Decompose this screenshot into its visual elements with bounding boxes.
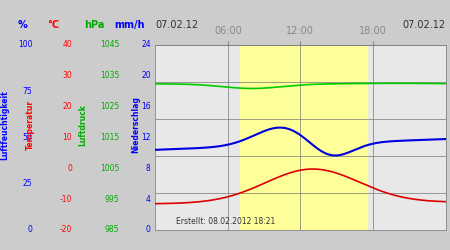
Text: 25: 25 [23, 179, 32, 188]
Text: Erstellt: 08.02.2012 18:21: Erstellt: 08.02.2012 18:21 [176, 217, 275, 226]
Text: 4: 4 [146, 195, 151, 204]
Text: 20: 20 [141, 71, 151, 80]
Text: 40: 40 [62, 40, 72, 50]
Text: 75: 75 [22, 87, 32, 96]
Text: 1035: 1035 [100, 71, 119, 80]
Text: 985: 985 [105, 226, 119, 234]
Text: 24: 24 [141, 40, 151, 50]
Text: 1015: 1015 [100, 133, 119, 142]
Text: hPa: hPa [84, 20, 105, 30]
Text: 50: 50 [22, 133, 32, 142]
Text: 8: 8 [146, 164, 151, 173]
Text: 12: 12 [141, 133, 151, 142]
Text: mm/h: mm/h [114, 20, 145, 30]
Text: 995: 995 [104, 195, 119, 204]
Text: 1025: 1025 [100, 102, 119, 111]
Text: Luftdruck: Luftdruck [79, 104, 88, 146]
Text: 0: 0 [67, 164, 72, 173]
Text: 20: 20 [63, 102, 72, 111]
Text: 100: 100 [18, 40, 32, 50]
Text: Temperatur: Temperatur [26, 100, 35, 150]
Text: 07.02.12: 07.02.12 [155, 20, 198, 30]
Text: 30: 30 [62, 71, 72, 80]
Text: -20: -20 [59, 226, 72, 234]
Bar [240, 45, 367, 230]
Text: °C: °C [47, 20, 59, 30]
Text: 1045: 1045 [100, 40, 119, 50]
Text: 0: 0 [27, 226, 32, 234]
Text: %: % [18, 20, 27, 30]
Text: 0: 0 [146, 226, 151, 234]
Text: Luftfeuchtigkeit: Luftfeuchtigkeit [0, 90, 9, 160]
Text: -10: -10 [59, 195, 72, 204]
Text: 16: 16 [141, 102, 151, 111]
Text: Niederschlag: Niederschlag [131, 96, 140, 154]
Text: 07.02.12: 07.02.12 [402, 20, 446, 30]
Text: 1005: 1005 [100, 164, 119, 173]
Text: 10: 10 [63, 133, 72, 142]
